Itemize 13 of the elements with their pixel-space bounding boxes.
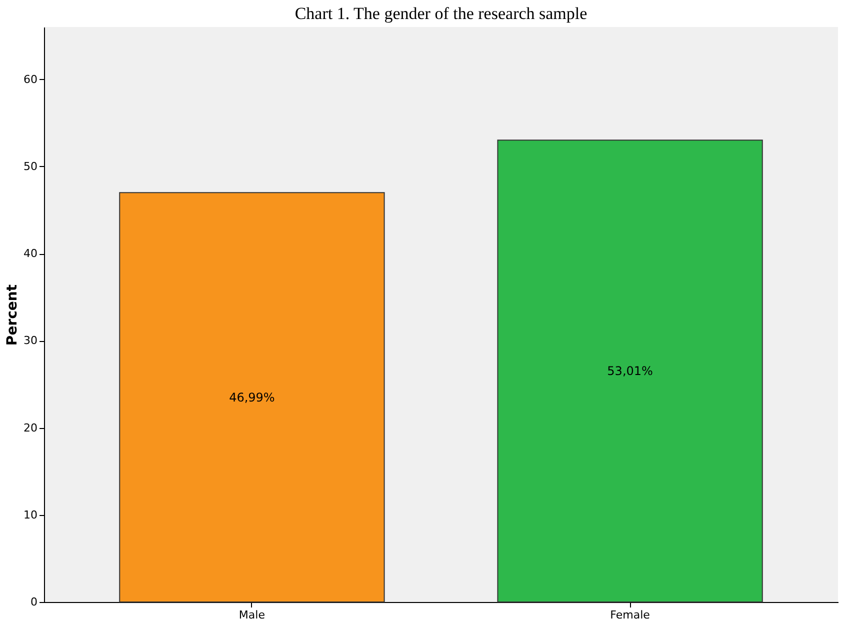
y-tick-label: 30 xyxy=(24,334,38,348)
x-tick-label: Female xyxy=(610,608,650,622)
y-axis-title: Percent xyxy=(4,284,21,346)
y-tick-label: 10 xyxy=(24,508,38,522)
y-tick-label: 60 xyxy=(24,72,38,86)
y-tick-label: 50 xyxy=(24,160,38,173)
chart-title: Chart 1. The gender of the research sample xyxy=(294,4,588,23)
y-tick-label: 40 xyxy=(24,247,38,260)
data-label: 46,99% xyxy=(229,390,275,404)
y-tick-label: 0 xyxy=(30,596,38,608)
data-label: 53,01% xyxy=(607,364,653,378)
x-tick-label: Male xyxy=(238,608,266,622)
y-tick-label: 20 xyxy=(24,421,38,434)
